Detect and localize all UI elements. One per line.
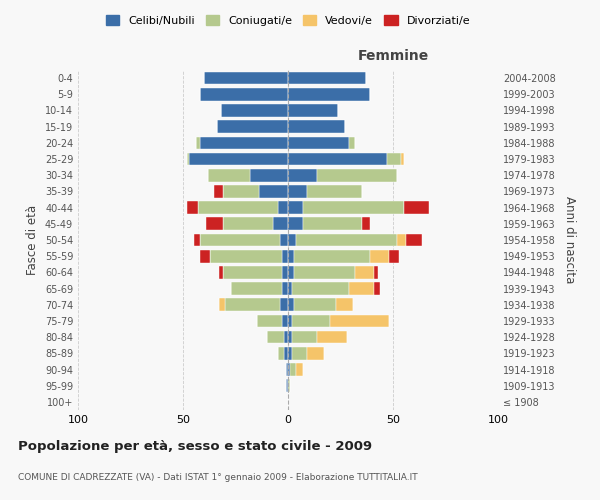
Bar — [193, 234, 200, 246]
Bar — [288, 331, 292, 344]
Bar — [200, 234, 280, 246]
Bar — [288, 88, 370, 101]
Bar — [280, 298, 288, 311]
Bar — [223, 185, 259, 198]
Bar — [223, 218, 274, 230]
Bar — [225, 298, 280, 311]
Bar — [292, 282, 349, 295]
Bar — [288, 266, 295, 278]
Bar — [221, 104, 288, 117]
Bar — [288, 202, 303, 214]
Text: Popolazione per età, sesso e stato civile - 2009: Popolazione per età, sesso e stato civil… — [18, 440, 372, 453]
Bar — [406, 234, 422, 246]
Bar — [404, 202, 428, 214]
Bar — [206, 218, 223, 230]
Bar — [370, 250, 389, 262]
Bar — [288, 185, 307, 198]
Bar — [295, 250, 370, 262]
Bar — [284, 347, 288, 360]
Bar — [303, 218, 361, 230]
Bar — [374, 282, 380, 295]
Bar — [307, 185, 361, 198]
Bar — [288, 136, 349, 149]
Bar — [295, 266, 355, 278]
Bar — [223, 266, 282, 278]
Bar — [288, 120, 345, 133]
Bar — [282, 282, 288, 295]
Bar — [387, 152, 401, 166]
Bar — [330, 314, 389, 328]
Bar — [288, 169, 317, 181]
Bar — [250, 169, 288, 181]
Bar — [196, 136, 200, 149]
Bar — [349, 136, 355, 149]
Bar — [217, 120, 288, 133]
Bar — [361, 218, 370, 230]
Bar — [295, 298, 337, 311]
Bar — [200, 136, 288, 149]
Bar — [292, 347, 307, 360]
Text: COMUNE DI CADREZZATE (VA) - Dati ISTAT 1° gennaio 2009 - Elaborazione TUTTITALIA: COMUNE DI CADREZZATE (VA) - Dati ISTAT 1… — [18, 473, 418, 482]
Bar — [187, 202, 198, 214]
Bar — [317, 169, 397, 181]
Bar — [296, 234, 397, 246]
Bar — [349, 282, 374, 295]
Legend: Celibi/Nubili, Coniugati/e, Vedovi/e, Divorziati/e: Celibi/Nubili, Coniugati/e, Vedovi/e, Di… — [101, 10, 475, 30]
Bar — [355, 266, 374, 278]
Bar — [397, 234, 406, 246]
Bar — [189, 152, 288, 166]
Bar — [307, 347, 324, 360]
Bar — [232, 282, 282, 295]
Bar — [286, 363, 288, 376]
Bar — [200, 250, 210, 262]
Bar — [288, 298, 295, 311]
Bar — [288, 234, 296, 246]
Bar — [200, 88, 288, 101]
Bar — [267, 331, 284, 344]
Bar — [288, 363, 290, 376]
Bar — [282, 314, 288, 328]
Bar — [218, 266, 223, 278]
Text: Femmine: Femmine — [358, 49, 428, 63]
Bar — [208, 169, 250, 181]
Bar — [259, 185, 288, 198]
Bar — [277, 202, 288, 214]
Bar — [292, 314, 330, 328]
Bar — [198, 202, 277, 214]
Bar — [257, 314, 282, 328]
Bar — [288, 218, 303, 230]
Bar — [288, 380, 290, 392]
Bar — [337, 298, 353, 311]
Bar — [282, 250, 288, 262]
Bar — [277, 347, 284, 360]
Bar — [389, 250, 400, 262]
Bar — [288, 250, 295, 262]
Bar — [284, 331, 288, 344]
Bar — [296, 363, 303, 376]
Bar — [290, 363, 296, 376]
Bar — [288, 282, 292, 295]
Bar — [288, 152, 387, 166]
Bar — [282, 266, 288, 278]
Bar — [317, 331, 347, 344]
Bar — [288, 72, 366, 85]
Bar — [280, 234, 288, 246]
Bar — [215, 185, 223, 198]
Bar — [374, 266, 379, 278]
Bar — [401, 152, 404, 166]
Y-axis label: Anni di nascita: Anni di nascita — [563, 196, 577, 284]
Bar — [210, 250, 282, 262]
Bar — [288, 347, 292, 360]
Bar — [218, 298, 225, 311]
Y-axis label: Fasce di età: Fasce di età — [26, 205, 39, 275]
Bar — [204, 72, 288, 85]
Bar — [288, 104, 338, 117]
Bar — [288, 314, 292, 328]
Bar — [286, 380, 288, 392]
Bar — [292, 331, 317, 344]
Bar — [274, 218, 288, 230]
Bar — [303, 202, 404, 214]
Bar — [187, 152, 189, 166]
